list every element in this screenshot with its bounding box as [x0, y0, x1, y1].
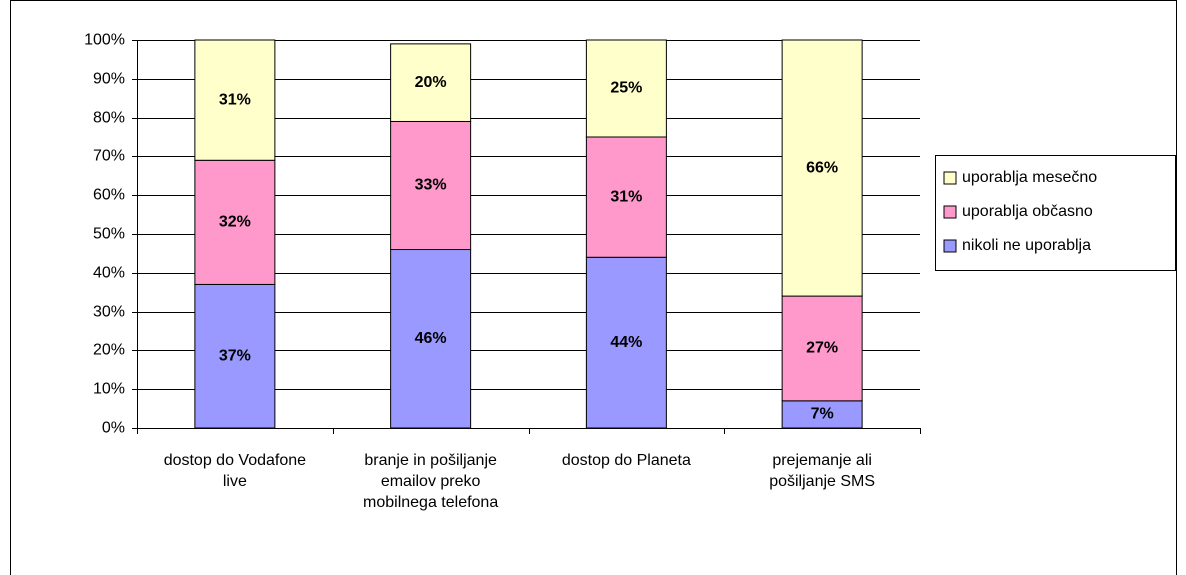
- y-tick-label: 60%: [93, 187, 125, 204]
- bar-segment: [390, 249, 472, 429]
- y-tick-label: 100%: [84, 32, 125, 49]
- bar-segment: [585, 256, 667, 429]
- data-label: 20%: [415, 74, 447, 91]
- y-tick-label: 10%: [93, 381, 125, 398]
- bar-segment: [194, 283, 276, 429]
- bar-segment: [781, 295, 863, 402]
- x-tick-label: dostop do Planeta: [561, 452, 691, 469]
- legend-swatch: [943, 239, 957, 253]
- legend-label: nikoli ne uporablja: [962, 237, 1091, 254]
- bar-segment: [781, 400, 863, 429]
- x-tick-label: branje in pošiljanje emailov preko mobil…: [363, 452, 499, 511]
- y-tick-label: 30%: [93, 304, 125, 321]
- data-label: 31%: [610, 188, 642, 205]
- data-label: 66%: [806, 159, 838, 176]
- y-tick-label: 50%: [93, 226, 125, 243]
- data-label: 7%: [811, 406, 834, 423]
- data-label: 25%: [610, 80, 642, 97]
- data-label: 27%: [806, 340, 838, 357]
- legend-swatch: [943, 205, 957, 219]
- data-label: 32%: [219, 214, 251, 231]
- bar-segment: [194, 39, 276, 161]
- data-label: 33%: [415, 177, 447, 194]
- bar-segment: [585, 136, 667, 258]
- legend-box: [935, 155, 1176, 271]
- x-tick-label: dostop do Vodafone live: [163, 452, 307, 490]
- bar-segment: [194, 159, 276, 285]
- y-tick-label: 20%: [93, 342, 125, 359]
- bar-segment: [585, 39, 667, 138]
- data-label: 46%: [415, 330, 447, 347]
- data-label: 31%: [219, 91, 251, 108]
- y-tick-label: 40%: [93, 265, 125, 282]
- data-label: 44%: [610, 334, 642, 351]
- bar-segment: [390, 120, 472, 251]
- y-tick-label: 90%: [93, 71, 125, 88]
- y-tick-label: 80%: [93, 110, 125, 127]
- legend-label: uporablja občasno: [962, 203, 1093, 220]
- bar-segment: [781, 39, 863, 297]
- bar-segment: [390, 43, 472, 122]
- y-tick-label: 70%: [93, 148, 125, 165]
- legend-swatch: [943, 171, 957, 185]
- y-tick-label: 0%: [102, 420, 125, 437]
- x-tick-label: prejemanje ali pošiljanje SMS: [769, 452, 876, 490]
- legend-label: uporablja mesečno: [962, 169, 1097, 186]
- data-label: 37%: [219, 347, 251, 364]
